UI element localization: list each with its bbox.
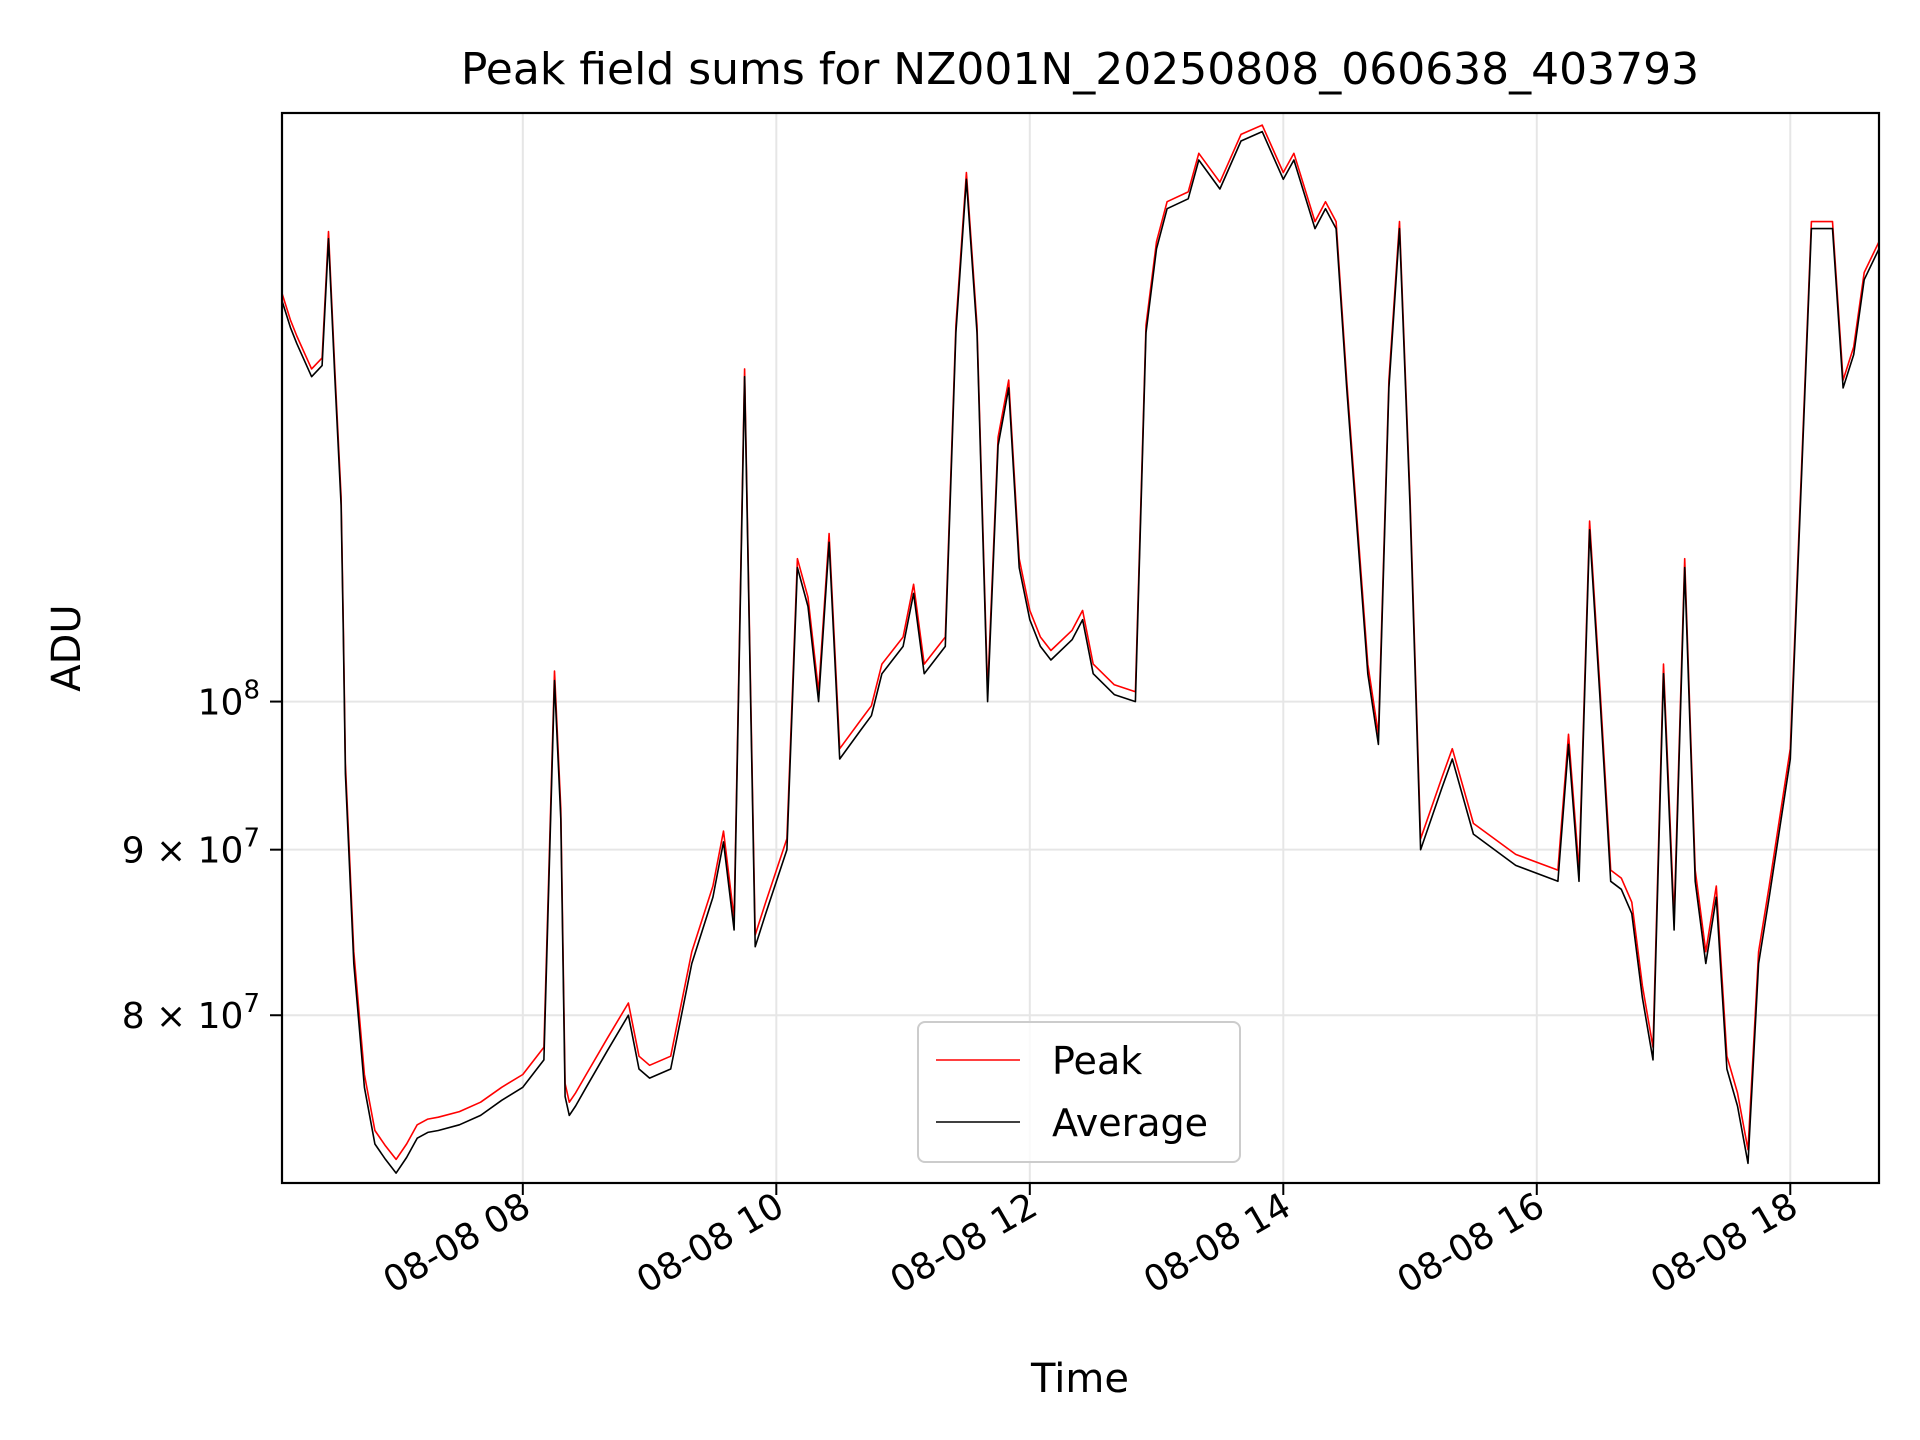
legend-peak-label: Peak (1052, 1039, 1142, 1083)
y-axis: 8 × 107 9 × 107 108 (122, 676, 282, 1037)
y-tick-label-1: 9 × 107 (122, 824, 260, 872)
y-axis-label: ADU (44, 604, 90, 691)
plot-series (281, 124, 1880, 1174)
y-tick-label-2: 108 (198, 676, 260, 724)
series-line-average (281, 130, 1880, 1174)
legend-box (917, 1021, 1241, 1163)
legend: Peak Average (917, 1021, 1241, 1163)
chart-title: Peak field sums for NZ001N_20250808_0606… (461, 44, 1699, 95)
y-tick-label-0: 8 × 107 (122, 989, 260, 1037)
x-axis-label: Time (1030, 1356, 1129, 1402)
grid-lines (282, 113, 1879, 1183)
legend-average-label: Average (1052, 1101, 1208, 1145)
plot-frame (280, 111, 1881, 1185)
